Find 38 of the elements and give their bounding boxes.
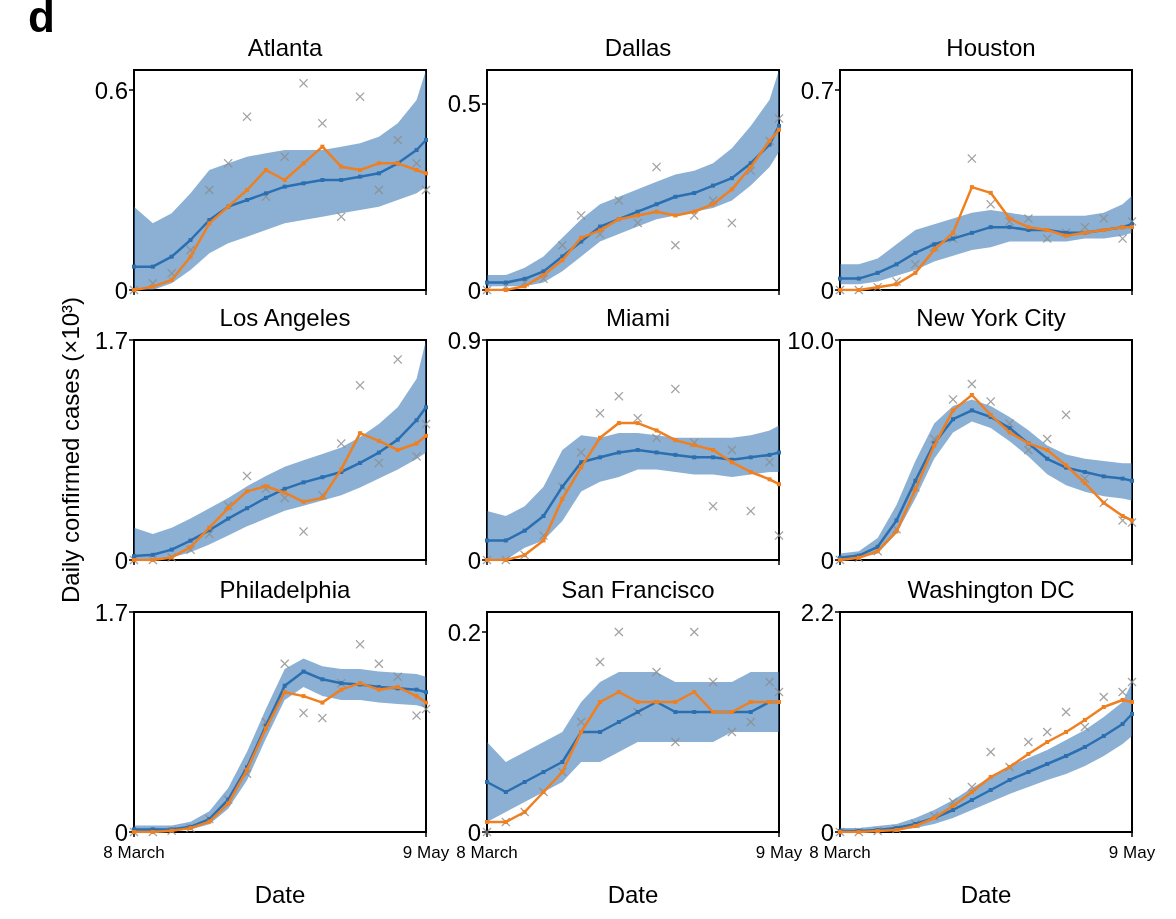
chart-title: Los Angeles [219, 303, 351, 331]
chart-title: Philadelphia [219, 575, 352, 603]
chart-title: Houston [946, 33, 1036, 61]
x-tick-label: 9 May [402, 843, 450, 862]
y-tick-label: 0 [820, 546, 834, 574]
y-tick-label: 1.7 [94, 598, 128, 626]
x-axis-title: Date [254, 880, 306, 908]
y-tick-label: 0 [114, 818, 128, 846]
y-tick-label: 0 [114, 276, 128, 304]
y-tick-label: 0 [467, 276, 481, 304]
x-tick-label: 9 May [755, 843, 803, 862]
chart-title: Dallas [604, 33, 672, 61]
chart-title: San Francisco [561, 575, 715, 603]
y-tick-label: 0 [467, 818, 481, 846]
text: d [28, 0, 55, 41]
chart-title: New York City [916, 303, 1066, 331]
y-tick-label: 1.7 [94, 326, 128, 354]
x-tick-label: 8 March [809, 843, 871, 862]
x-axis-title: Date [960, 880, 1012, 908]
y-tick-label: 0.6 [94, 76, 128, 104]
y-tick-label: 0.9 [447, 326, 481, 354]
y-tick-label: 0 [467, 546, 481, 574]
y-tick-label: 0.5 [447, 90, 481, 118]
y-tick-label: 0 [820, 276, 834, 304]
x-tick-label: 8 March [103, 843, 165, 862]
y-tick-label: 10.0 [787, 326, 834, 354]
x-tick-label: 8 March [456, 843, 518, 862]
x-axis-title: Date [607, 880, 659, 908]
y-tick-label: 0.7 [800, 76, 834, 104]
y-tick-label: 0.2 [447, 618, 481, 646]
y-tick-label: 0 [820, 818, 834, 846]
x-tick-label: 9 May [1108, 843, 1156, 862]
y-tick-label: 0 [114, 546, 128, 574]
chart-title: Washington DC [907, 575, 1075, 603]
y-axis-title: Daily confirmed cases (×10³) [56, 296, 84, 604]
y-tick-label: 2.2 [800, 598, 834, 626]
chart-title: Atlanta [247, 33, 324, 61]
chart-title: Miami [606, 303, 670, 331]
